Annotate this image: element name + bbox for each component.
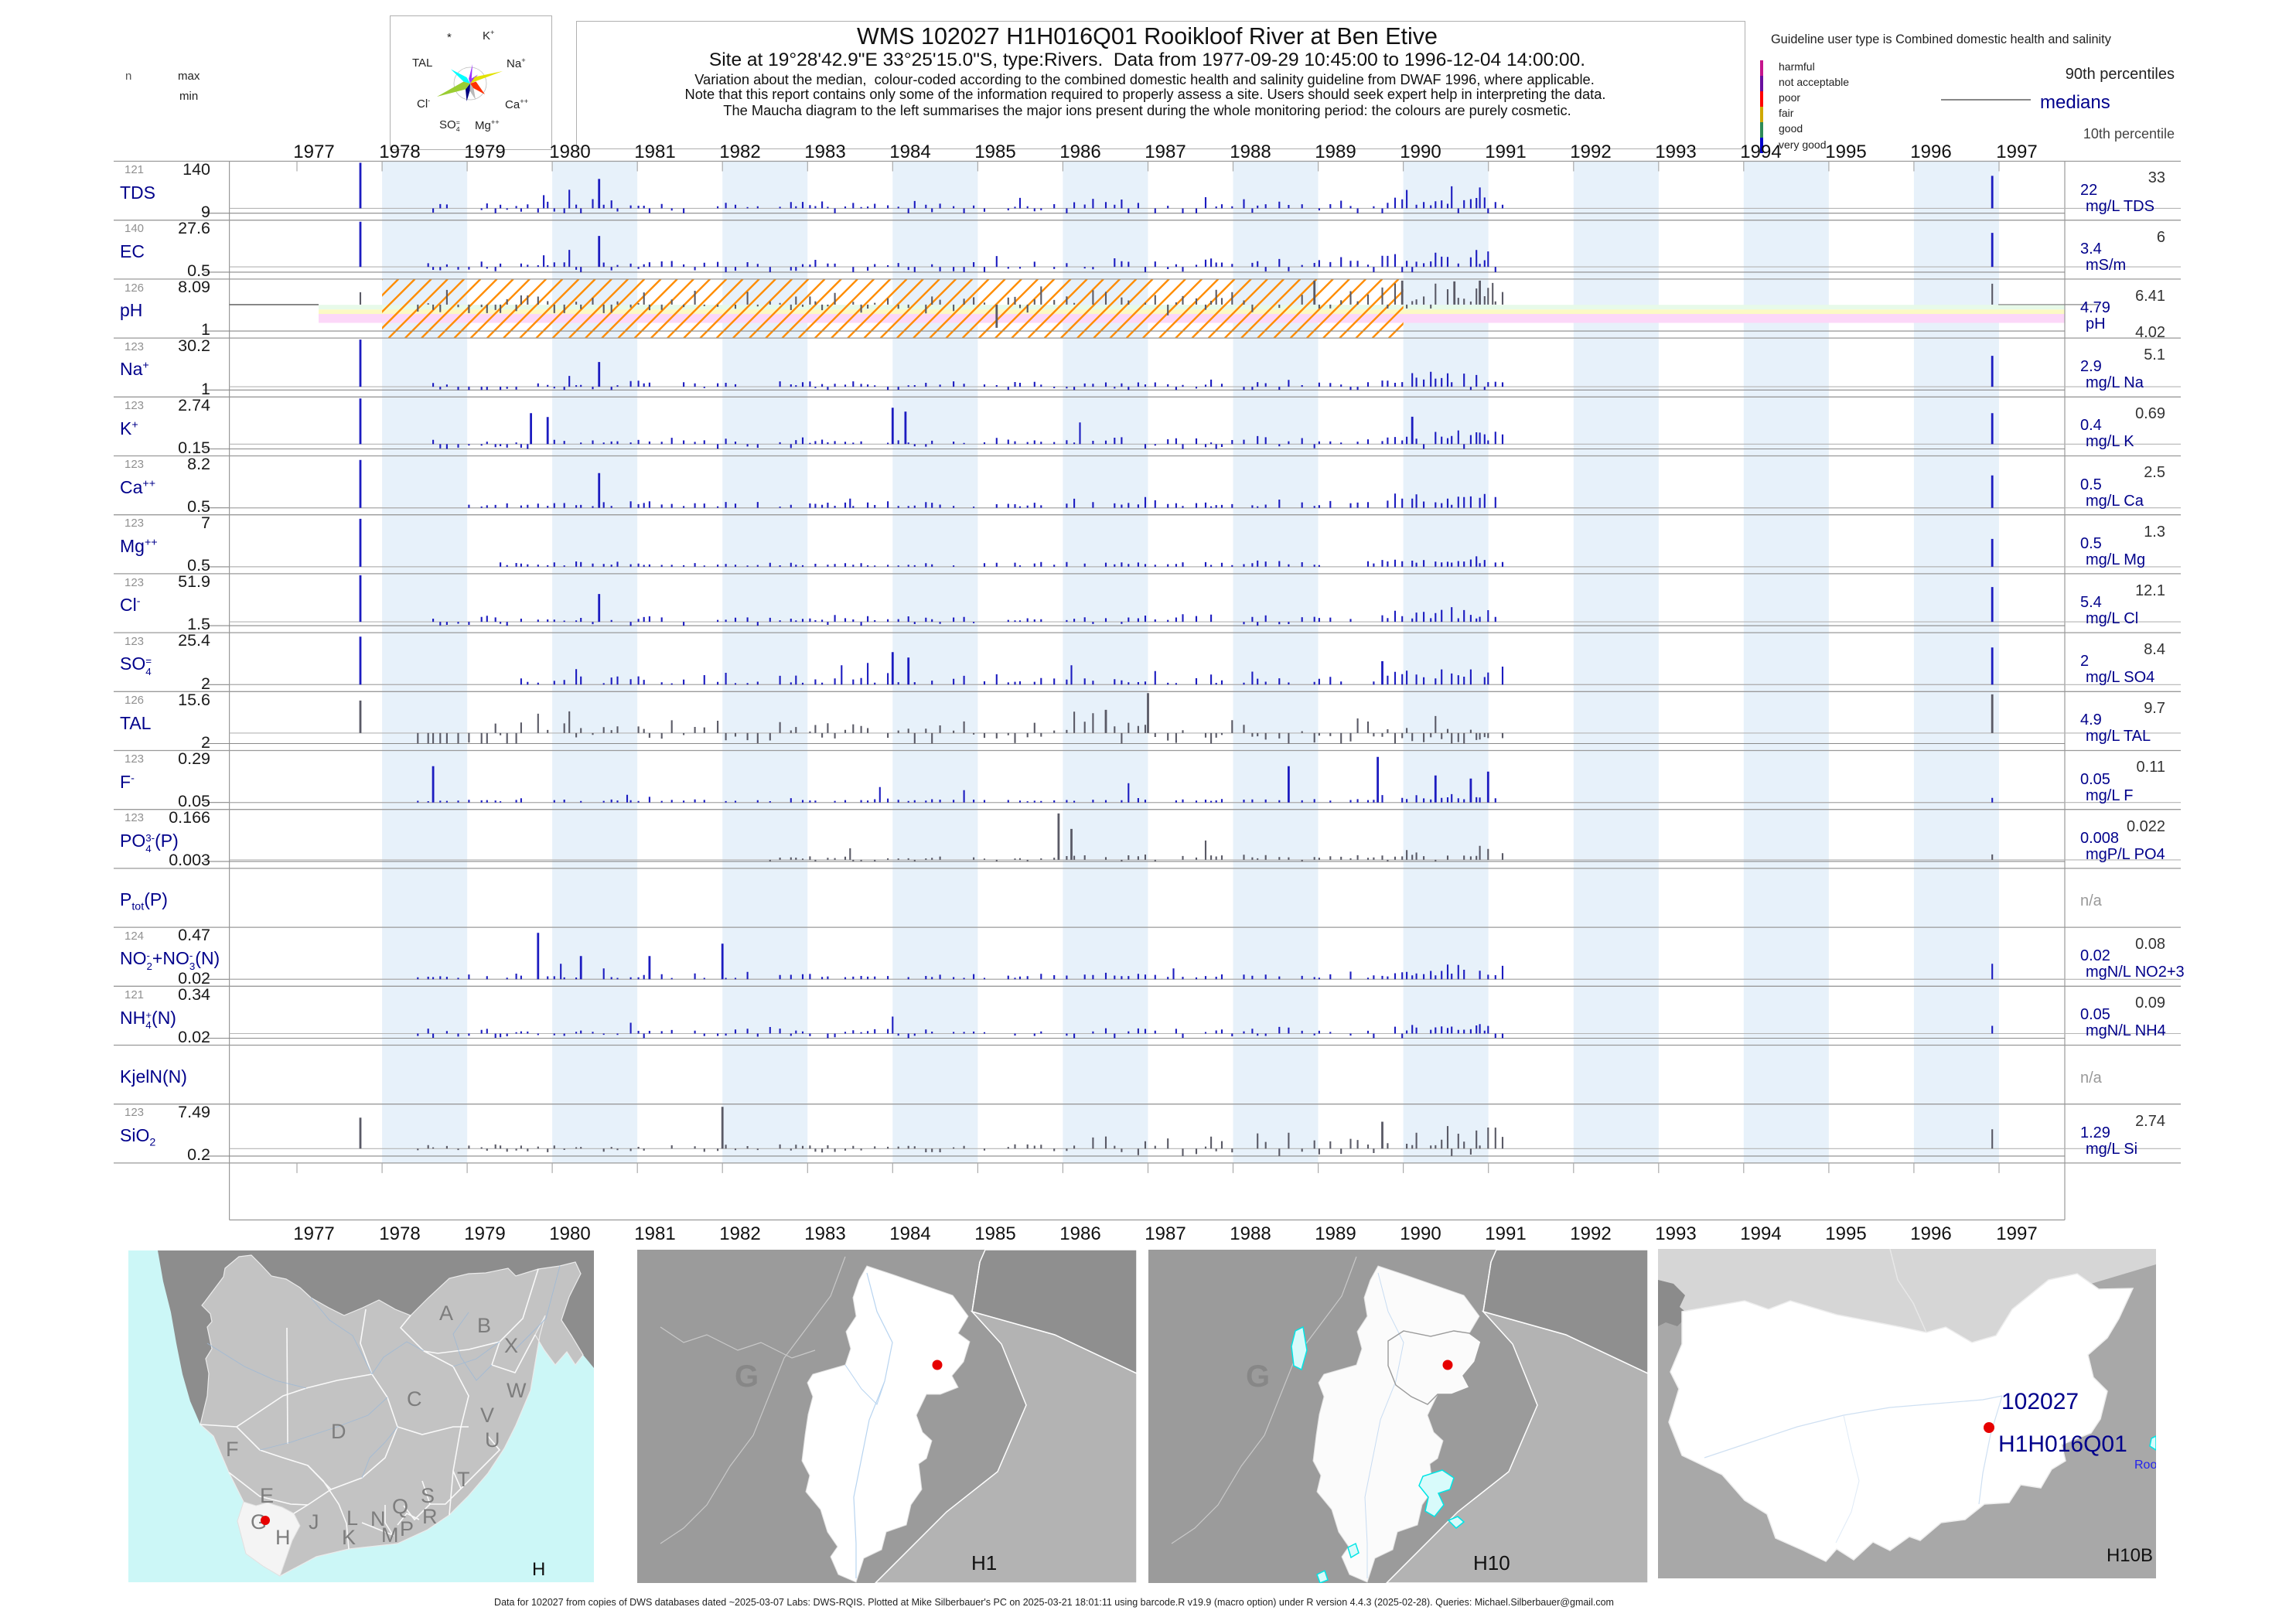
svg-text:P: P (400, 1517, 414, 1540)
svg-text:H10: H10 (1473, 1551, 1510, 1575)
svg-text:F: F (226, 1438, 239, 1461)
svg-text:C: C (407, 1387, 422, 1411)
svg-text:G: G (735, 1360, 759, 1394)
svg-text:S: S (421, 1484, 435, 1507)
svg-text:U: U (485, 1428, 500, 1452)
svg-text:H1H016Q01: H1H016Q01 (1998, 1431, 2127, 1457)
svg-text:N: N (370, 1507, 386, 1530)
svg-text:G: G (1246, 1360, 1270, 1394)
svg-text:H: H (532, 1559, 545, 1580)
svg-text:T: T (457, 1468, 470, 1491)
svg-text:H1: H1 (971, 1551, 997, 1575)
svg-text:M: M (381, 1523, 399, 1547)
svg-text:K: K (342, 1526, 356, 1549)
svg-text:A: A (439, 1302, 453, 1325)
svg-text:Q: Q (392, 1495, 408, 1518)
svg-text:H: H (275, 1526, 291, 1549)
svg-text:E: E (260, 1484, 274, 1507)
svg-text:D: D (331, 1420, 346, 1443)
svg-text:X: X (504, 1334, 518, 1357)
svg-text:V: V (480, 1404, 494, 1427)
svg-text:R: R (422, 1505, 438, 1528)
svg-text:H10B: H10B (2107, 1545, 2153, 1566)
svg-text:W: W (507, 1379, 527, 1402)
svg-text:B: B (477, 1314, 491, 1337)
svg-text:J: J (309, 1510, 319, 1534)
svg-text:Roo: Roo (2134, 1459, 2156, 1472)
svg-text:L: L (346, 1506, 358, 1530)
svg-text:102027: 102027 (2001, 1389, 2079, 1414)
svg-text:G: G (251, 1510, 267, 1534)
